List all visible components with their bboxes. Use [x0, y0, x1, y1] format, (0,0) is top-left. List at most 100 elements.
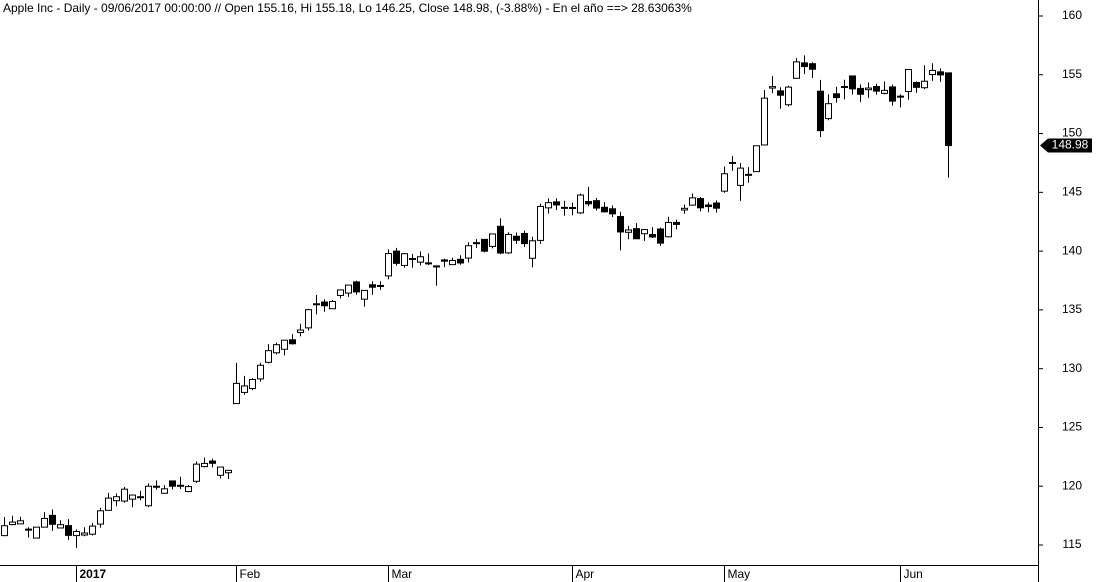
candle-body: [497, 225, 504, 254]
candle-body: [441, 259, 448, 262]
candle-body: [225, 469, 232, 474]
last-price-label: 148.98: [1052, 138, 1089, 152]
candle-body: [281, 339, 288, 350]
candle-body: [185, 486, 192, 493]
candle-body: [249, 378, 256, 390]
candle-body: [49, 514, 56, 525]
candle-body: [65, 525, 72, 536]
y-tick-label: 135: [1062, 302, 1082, 316]
candle-body: [377, 284, 384, 287]
candle-body: [825, 103, 832, 120]
candle-body: [449, 260, 456, 266]
candle-body: [513, 235, 520, 241]
candle-body: [41, 517, 48, 528]
candle-body: [129, 494, 136, 500]
candle-body: [169, 480, 176, 487]
candle-body: [401, 253, 408, 266]
candle-body: [433, 265, 440, 268]
candle-body: [305, 309, 312, 329]
candle-body: [321, 301, 328, 307]
candle-body: [425, 262, 432, 265]
candle-body: [585, 201, 592, 205]
candle-body: [153, 485, 160, 488]
x-tick-label: Mar: [392, 567, 413, 581]
y-tick-label: 120: [1062, 478, 1082, 492]
candle-body: [17, 520, 24, 525]
candle-body: [145, 485, 152, 507]
candle-body: [121, 488, 128, 502]
candle-body: [81, 532, 88, 536]
candle-body: [897, 95, 904, 98]
candle-body: [537, 205, 544, 241]
candle-body: [545, 202, 552, 209]
candle-body: [929, 69, 936, 76]
candle-body: [681, 207, 688, 211]
candle-body: [857, 87, 864, 95]
y-tick-label: 115: [1062, 537, 1081, 551]
candle-body: [329, 300, 336, 310]
candle-body: [649, 234, 656, 238]
candle-body: [617, 216, 624, 233]
candle-body: [465, 245, 472, 259]
candle-body: [745, 173, 752, 176]
x-tick-label: Jun: [904, 567, 923, 581]
candle-body: [841, 86, 848, 89]
candle-body: [73, 530, 80, 537]
candle-body: [193, 463, 200, 482]
candle-body: [713, 202, 720, 209]
candle-body: [673, 221, 680, 225]
y-tick-label: 160: [1062, 8, 1082, 22]
candle-body: [529, 240, 536, 259]
candle-body: [849, 75, 856, 90]
candle-body: [353, 281, 360, 293]
candle-body: [561, 206, 568, 209]
candle-body: [625, 229, 632, 233]
candle-body: [817, 90, 824, 132]
last-price-tag: [1040, 138, 1092, 153]
candle-body: [97, 510, 104, 525]
candle-body: [697, 198, 704, 209]
candle-body: [137, 496, 144, 499]
candle-body: [601, 206, 608, 213]
candle-body: [761, 97, 768, 146]
candle-body: [161, 488, 168, 494]
candle-body: [793, 61, 800, 79]
y-tick-label: 140: [1062, 243, 1082, 257]
candle-body: [913, 82, 920, 88]
candle-body: [393, 250, 400, 264]
candle-body: [385, 253, 392, 277]
chart-title: Apple Inc - Daily - 09/06/2017 00:00:00 …: [3, 1, 692, 15]
candle-body: [657, 228, 664, 244]
candle-body: [881, 89, 888, 94]
candle-body: [369, 284, 376, 288]
candle-body: [289, 339, 296, 345]
candle-body: [217, 466, 224, 476]
candle-body: [873, 86, 880, 92]
candle-body: [297, 329, 304, 333]
candle-body: [201, 462, 208, 468]
candle-body: [1, 525, 8, 537]
y-tick-label: 150: [1062, 126, 1082, 140]
candle-body: [705, 204, 712, 208]
candle-body: [801, 62, 808, 68]
x-tick-label: 2017: [80, 567, 107, 581]
candle-body: [257, 364, 264, 380]
candle-body: [409, 258, 416, 261]
candle-body: [89, 525, 96, 535]
candle-body: [209, 460, 216, 464]
candle-body: [457, 258, 464, 264]
candle-body: [777, 90, 784, 96]
candle-body: [25, 528, 32, 531]
candle-body: [633, 228, 640, 240]
candle-body: [337, 289, 344, 296]
candle-body: [665, 221, 672, 238]
candle-body: [113, 496, 120, 502]
x-tick-label: May: [728, 567, 751, 581]
candle-body: [593, 200, 600, 209]
candle-body: [833, 93, 840, 99]
candle-body: [569, 206, 576, 209]
candle-body: [345, 284, 352, 294]
candle-body: [241, 385, 248, 393]
candle-body: [905, 68, 912, 92]
